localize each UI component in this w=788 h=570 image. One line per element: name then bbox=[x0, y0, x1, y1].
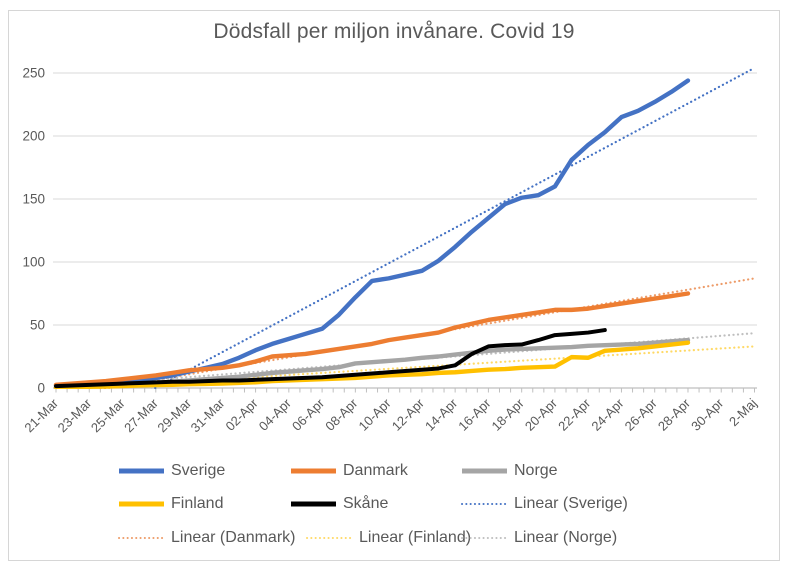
x-tick-label: 12-Apr bbox=[389, 395, 428, 434]
legend-swatch-linear-finland bbox=[306, 537, 353, 539]
chart-title: Dödsfall per miljon invånare. Covid 19 bbox=[213, 20, 575, 43]
gridlines bbox=[53, 72, 757, 389]
legend-label-sverige: Sverige bbox=[171, 462, 226, 479]
legend-item-norge: Norge bbox=[461, 462, 558, 480]
legend-label-finland: Finland bbox=[171, 495, 224, 512]
legend-item-finland: Finland bbox=[118, 495, 223, 513]
legend-swatch-linear-norge bbox=[461, 537, 508, 539]
x-tick-label: 02-Apr bbox=[222, 395, 261, 434]
legend-label-linear-sverige: Linear (Sverige) bbox=[514, 495, 628, 512]
x-tick-label: 18-Apr bbox=[489, 395, 528, 434]
x-tick-label: 14-Apr bbox=[422, 395, 461, 434]
legend-swatch-sverige bbox=[119, 468, 164, 474]
x-tick-label: 06-Apr bbox=[289, 395, 328, 434]
legend-swatch-danmark bbox=[291, 468, 336, 474]
legend-item-linear-finland: Linear (Finland) bbox=[306, 529, 471, 547]
y-axis-labels: 0 50 100 150 200 250 bbox=[22, 66, 45, 396]
x-tick-label: 26-Apr bbox=[622, 395, 661, 434]
series-line-skane bbox=[54, 328, 607, 389]
x-tick-label: 21-Mar bbox=[21, 395, 61, 435]
trendline-linear-sverige bbox=[150, 66, 756, 389]
x-tick-label: 16-Apr bbox=[455, 395, 494, 434]
legend-swatch-linear-sverige bbox=[461, 503, 508, 505]
y-tick-label: 100 bbox=[22, 255, 45, 270]
x-axis-ticks bbox=[55, 388, 755, 393]
x-tick-label: 23-Mar bbox=[55, 395, 95, 435]
x-tick-label: 20-Apr bbox=[522, 395, 561, 434]
x-tick-label: 04-Apr bbox=[256, 395, 295, 434]
x-tick-label: 31-Mar bbox=[188, 395, 228, 435]
x-tick-label: 29-Mar bbox=[154, 395, 194, 435]
legend-item-sverige: Sverige bbox=[118, 462, 225, 480]
y-tick-label: 200 bbox=[22, 129, 45, 144]
x-tick-label: 22-Apr bbox=[555, 395, 594, 434]
legend-item-linear-norge: Linear (Norge) bbox=[461, 529, 617, 547]
x-axis-labels: 21-Mar23-Mar25-Mar27-Mar29-Mar31-Mar02-A… bbox=[21, 395, 759, 435]
legend-swatch-finland bbox=[119, 501, 164, 507]
legend-label-linear-norge: Linear (Norge) bbox=[514, 529, 618, 546]
x-tick-label: 08-Apr bbox=[322, 395, 361, 434]
series-line-danmark bbox=[53, 291, 691, 388]
x-tick-label: 2-Maj bbox=[726, 395, 760, 429]
y-tick-label: 150 bbox=[22, 192, 45, 207]
legend-swatch-linear-danmark bbox=[118, 537, 165, 539]
legend-swatch-skane bbox=[291, 501, 336, 507]
legend-label-skane: Skåne bbox=[343, 495, 389, 512]
legend-item-linear-danmark: Linear (Danmark) bbox=[118, 529, 295, 547]
y-tick-label: 250 bbox=[22, 66, 45, 81]
x-tick-label: 28-Apr bbox=[655, 395, 694, 434]
legend-label-linear-finland: Linear (Finland) bbox=[359, 529, 472, 546]
x-tick-label: 27-Mar bbox=[121, 395, 161, 435]
x-tick-label: 10-Apr bbox=[356, 395, 395, 434]
x-tick-label: 24-Apr bbox=[588, 395, 627, 434]
series-line-sverige bbox=[53, 78, 691, 388]
x-tick-label: 30-Apr bbox=[688, 395, 727, 434]
x-tick-label: 25-Mar bbox=[88, 395, 128, 435]
legend-label-danmark: Danmark bbox=[343, 462, 408, 479]
y-tick-label: 0 bbox=[37, 381, 45, 396]
series-line-finland bbox=[53, 340, 691, 389]
legend-label-linear-danmark: Linear (Danmark) bbox=[171, 529, 296, 546]
legend-item-linear-sverige: Linear (Sverige) bbox=[461, 495, 628, 513]
legend-item-danmark: Danmark bbox=[290, 462, 408, 480]
legend-label-norge: Norge bbox=[514, 462, 558, 479]
legend-swatch-norge bbox=[462, 468, 507, 474]
y-tick-label: 50 bbox=[30, 318, 45, 333]
legend-item-skane: Skåne bbox=[290, 495, 388, 513]
plot-area: 05010015020025021-Mar23-Mar25-Mar27-Mar2… bbox=[21, 66, 759, 436]
